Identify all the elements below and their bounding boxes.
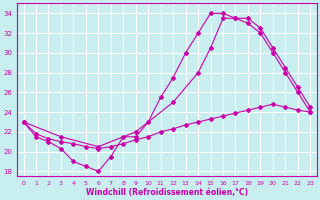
X-axis label: Windchill (Refroidissement éolien,°C): Windchill (Refroidissement éolien,°C): [86, 188, 248, 197]
